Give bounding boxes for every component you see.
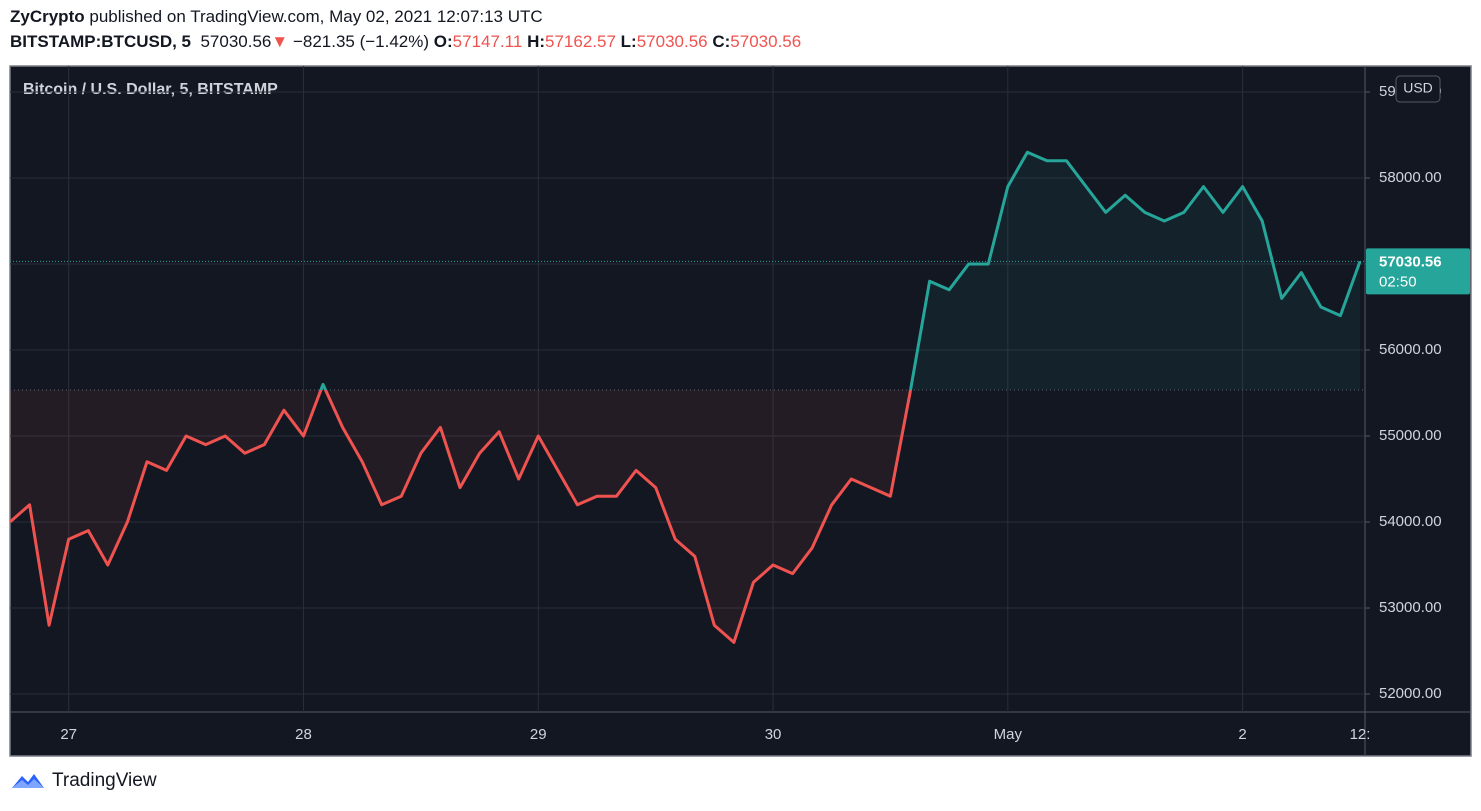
last-price: 57030.56 xyxy=(200,32,272,51)
price-tag: 57030.56 xyxy=(1379,253,1442,270)
y-tick-label: 53000.00 xyxy=(1379,599,1442,616)
ohlc-label: O: xyxy=(433,32,453,51)
arrow: ▼ xyxy=(271,32,289,51)
grid xyxy=(10,66,1365,712)
area-up xyxy=(10,152,1360,390)
ohlc-value: 57030.56 xyxy=(636,32,708,51)
logo xyxy=(12,774,44,788)
ohlc-label: L: xyxy=(620,32,637,51)
y-tick-label: 55000.00 xyxy=(1379,427,1442,444)
currency: USD xyxy=(1403,80,1433,96)
y-tick-label: 58000.00 xyxy=(1379,169,1442,186)
x-tick-label: 29 xyxy=(530,726,547,743)
chart-frame xyxy=(9,65,1472,757)
x-tick-label: 27 xyxy=(60,726,77,743)
x-tick-label: 2 xyxy=(1238,726,1246,743)
published: published on TradingView.com, May 02, 20… xyxy=(89,7,543,26)
legend-title: Bitcoin / U.S. Dollar, 5, BITSTAMP xyxy=(23,81,278,98)
price-line-up xyxy=(319,150,1362,390)
footer: TradingView xyxy=(10,770,157,792)
ohlc-label: H: xyxy=(527,32,546,51)
y-tick-label: 54000.00 xyxy=(1379,513,1442,530)
x-tick-label: 30 xyxy=(765,726,782,743)
y-tick-label: 56000.00 xyxy=(1379,341,1442,358)
area-down xyxy=(10,389,911,643)
brand: TradingView xyxy=(52,770,157,791)
x-tick-label: 12: xyxy=(1350,726,1371,743)
ohlc-label: C: xyxy=(712,32,731,51)
ohlc-value: 57147.11 xyxy=(452,32,523,51)
x-tick-label: 28 xyxy=(295,726,312,743)
x-tick-label: May xyxy=(994,726,1023,743)
price-tag-box xyxy=(1366,248,1470,295)
quote-line: BITSTAMP:BTCUSD, 5 57030.56▼ −821.35 (−1… xyxy=(10,32,801,52)
publish-line: ZyCrypto published on TradingView.com, M… xyxy=(10,7,543,27)
symbol: BITSTAMP:BTCUSD, 5 xyxy=(10,32,192,51)
ohlc-value: 57030.56 xyxy=(730,32,802,51)
ohlc-value: 57162.57 xyxy=(545,32,616,51)
countdown: 02:50 xyxy=(1379,273,1417,290)
currency-badge xyxy=(1395,75,1441,103)
y-tick-label: 52000.00 xyxy=(1379,685,1442,702)
price-line-down xyxy=(10,389,913,644)
change: −821.35 (−1.42%) xyxy=(292,32,430,51)
publisher: ZyCrypto xyxy=(10,7,85,26)
ohlc: O:57147.11 H:57162.57 L:57030.56 C:57030… xyxy=(434,32,801,51)
